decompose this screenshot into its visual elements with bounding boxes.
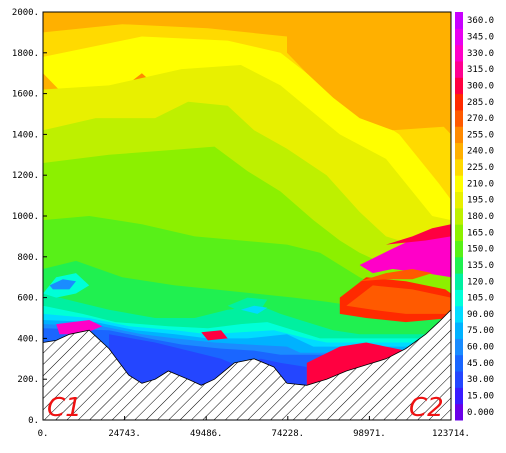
colorbar-label: 90.00 (467, 310, 494, 320)
endpoint-label-c1: C1 (47, 393, 82, 423)
y-tick-label: 1000. (12, 212, 39, 222)
plot-area (43, 12, 451, 420)
colorbar-label: 60.00 (467, 343, 494, 353)
contour-region (201, 330, 228, 341)
x-tick-label: 74228. (272, 429, 305, 439)
colorbar-label: 360.0 (467, 16, 494, 26)
y-axis: 0. 200. 400. 600. 800. 1000. 1200. 1400. 1600. 18… (12, 8, 47, 426)
colorbar-swatch (455, 126, 463, 144)
colorbar-label: 195.0 (467, 196, 494, 206)
x-tick-label: 98971. (353, 429, 386, 439)
colorbar-swatch (455, 77, 463, 95)
colorbar-swatch (455, 338, 463, 356)
colorbar-swatch (455, 109, 463, 127)
colorbar-label: 75.00 (467, 326, 494, 336)
colorbar-swatch (455, 273, 463, 290)
colorbar-swatch (455, 175, 463, 193)
contour-region (386, 224, 451, 245)
x-tick-label: 24743. (108, 429, 141, 439)
y-tick-label: 800. (17, 253, 39, 263)
colorbar-swatch (455, 44, 463, 62)
colorbar-swatch (455, 371, 463, 388)
colorbar-label: 165.0 (467, 228, 494, 238)
x-axis: 0. 24743. 49486. 74228. 98971. 123714. (38, 416, 470, 439)
colorbar-swatch (455, 322, 463, 339)
colorbar-swatch (455, 289, 463, 307)
y-tick-label: 1200. (12, 171, 39, 181)
colorbar-label: 345.0 (467, 33, 494, 43)
y-tick-label: 2000. (12, 8, 39, 18)
colorbar-label: 225.0 (467, 163, 494, 173)
x-tick-label: 123714. (432, 429, 470, 439)
y-tick-label: 400. (17, 334, 39, 344)
colorbar-label: 15.00 (467, 392, 494, 402)
colorbar: 0.000 15.00 30.00 45.00 60.00 75.00 90.00 105.0… (455, 12, 494, 421)
colorbar-label: 255.0 (467, 130, 494, 140)
colorbar-label: 135.0 (467, 261, 494, 271)
colorbar-label: 105.0 (467, 294, 494, 304)
colorbar-swatch (455, 224, 463, 241)
colorbar-label: 315.0 (467, 65, 494, 75)
colorbar-swatch (455, 142, 463, 160)
terrain-hatched (43, 309, 451, 420)
colorbar-swatch (455, 240, 463, 258)
colorbar-swatch (455, 93, 463, 111)
colorbar-swatch (455, 207, 463, 225)
colorbar-label: 150.0 (467, 245, 494, 255)
colorbar-label: 45.00 (467, 359, 494, 369)
y-tick-label: 1800. (12, 49, 39, 59)
contour-region (43, 12, 287, 37)
colorbar-swatch (455, 354, 463, 372)
colorbar-label: 285.0 (467, 98, 494, 108)
contour-region (49, 279, 76, 290)
y-tick-label: 0. (28, 416, 39, 426)
colorbar-swatch (455, 403, 463, 421)
x-tick-label: 49486. (190, 429, 223, 439)
colorbar-label: 180.0 (467, 212, 494, 222)
x-tick-label: 0. (38, 429, 49, 439)
colorbar-swatch (455, 191, 463, 209)
colorbar-label: 0.000 (467, 408, 494, 418)
y-tick-label: 200. (17, 375, 39, 385)
y-tick-label: 1600. (12, 90, 39, 100)
contour-region (359, 269, 433, 282)
y-tick-label: 600. (17, 294, 39, 304)
colorbar-swatch (455, 305, 463, 323)
contour-region (287, 12, 451, 131)
colorbar-label: 300.0 (467, 81, 494, 91)
colorbar-label: 270.0 (467, 114, 494, 124)
colorbar-label: 120.0 (467, 277, 494, 287)
colorbar-label: 210.0 (467, 179, 494, 189)
endpoint-label-c2: C2 (409, 393, 444, 423)
colorbar-swatch (455, 158, 463, 176)
colorbar-swatch (455, 60, 463, 78)
colorbar-swatch (455, 387, 463, 405)
colorbar-label: 330.0 (467, 49, 494, 59)
contour-region (56, 320, 103, 335)
colorbar-swatch (455, 28, 463, 46)
colorbar-swatch (455, 256, 463, 274)
y-tick-label: 1400. (12, 130, 39, 140)
contour-region (346, 285, 451, 314)
colorbar-label: 240.0 (467, 147, 494, 157)
colorbar-swatch (455, 12, 463, 29)
colorbar-label: 30.00 (467, 375, 494, 385)
contour-region (240, 305, 268, 314)
